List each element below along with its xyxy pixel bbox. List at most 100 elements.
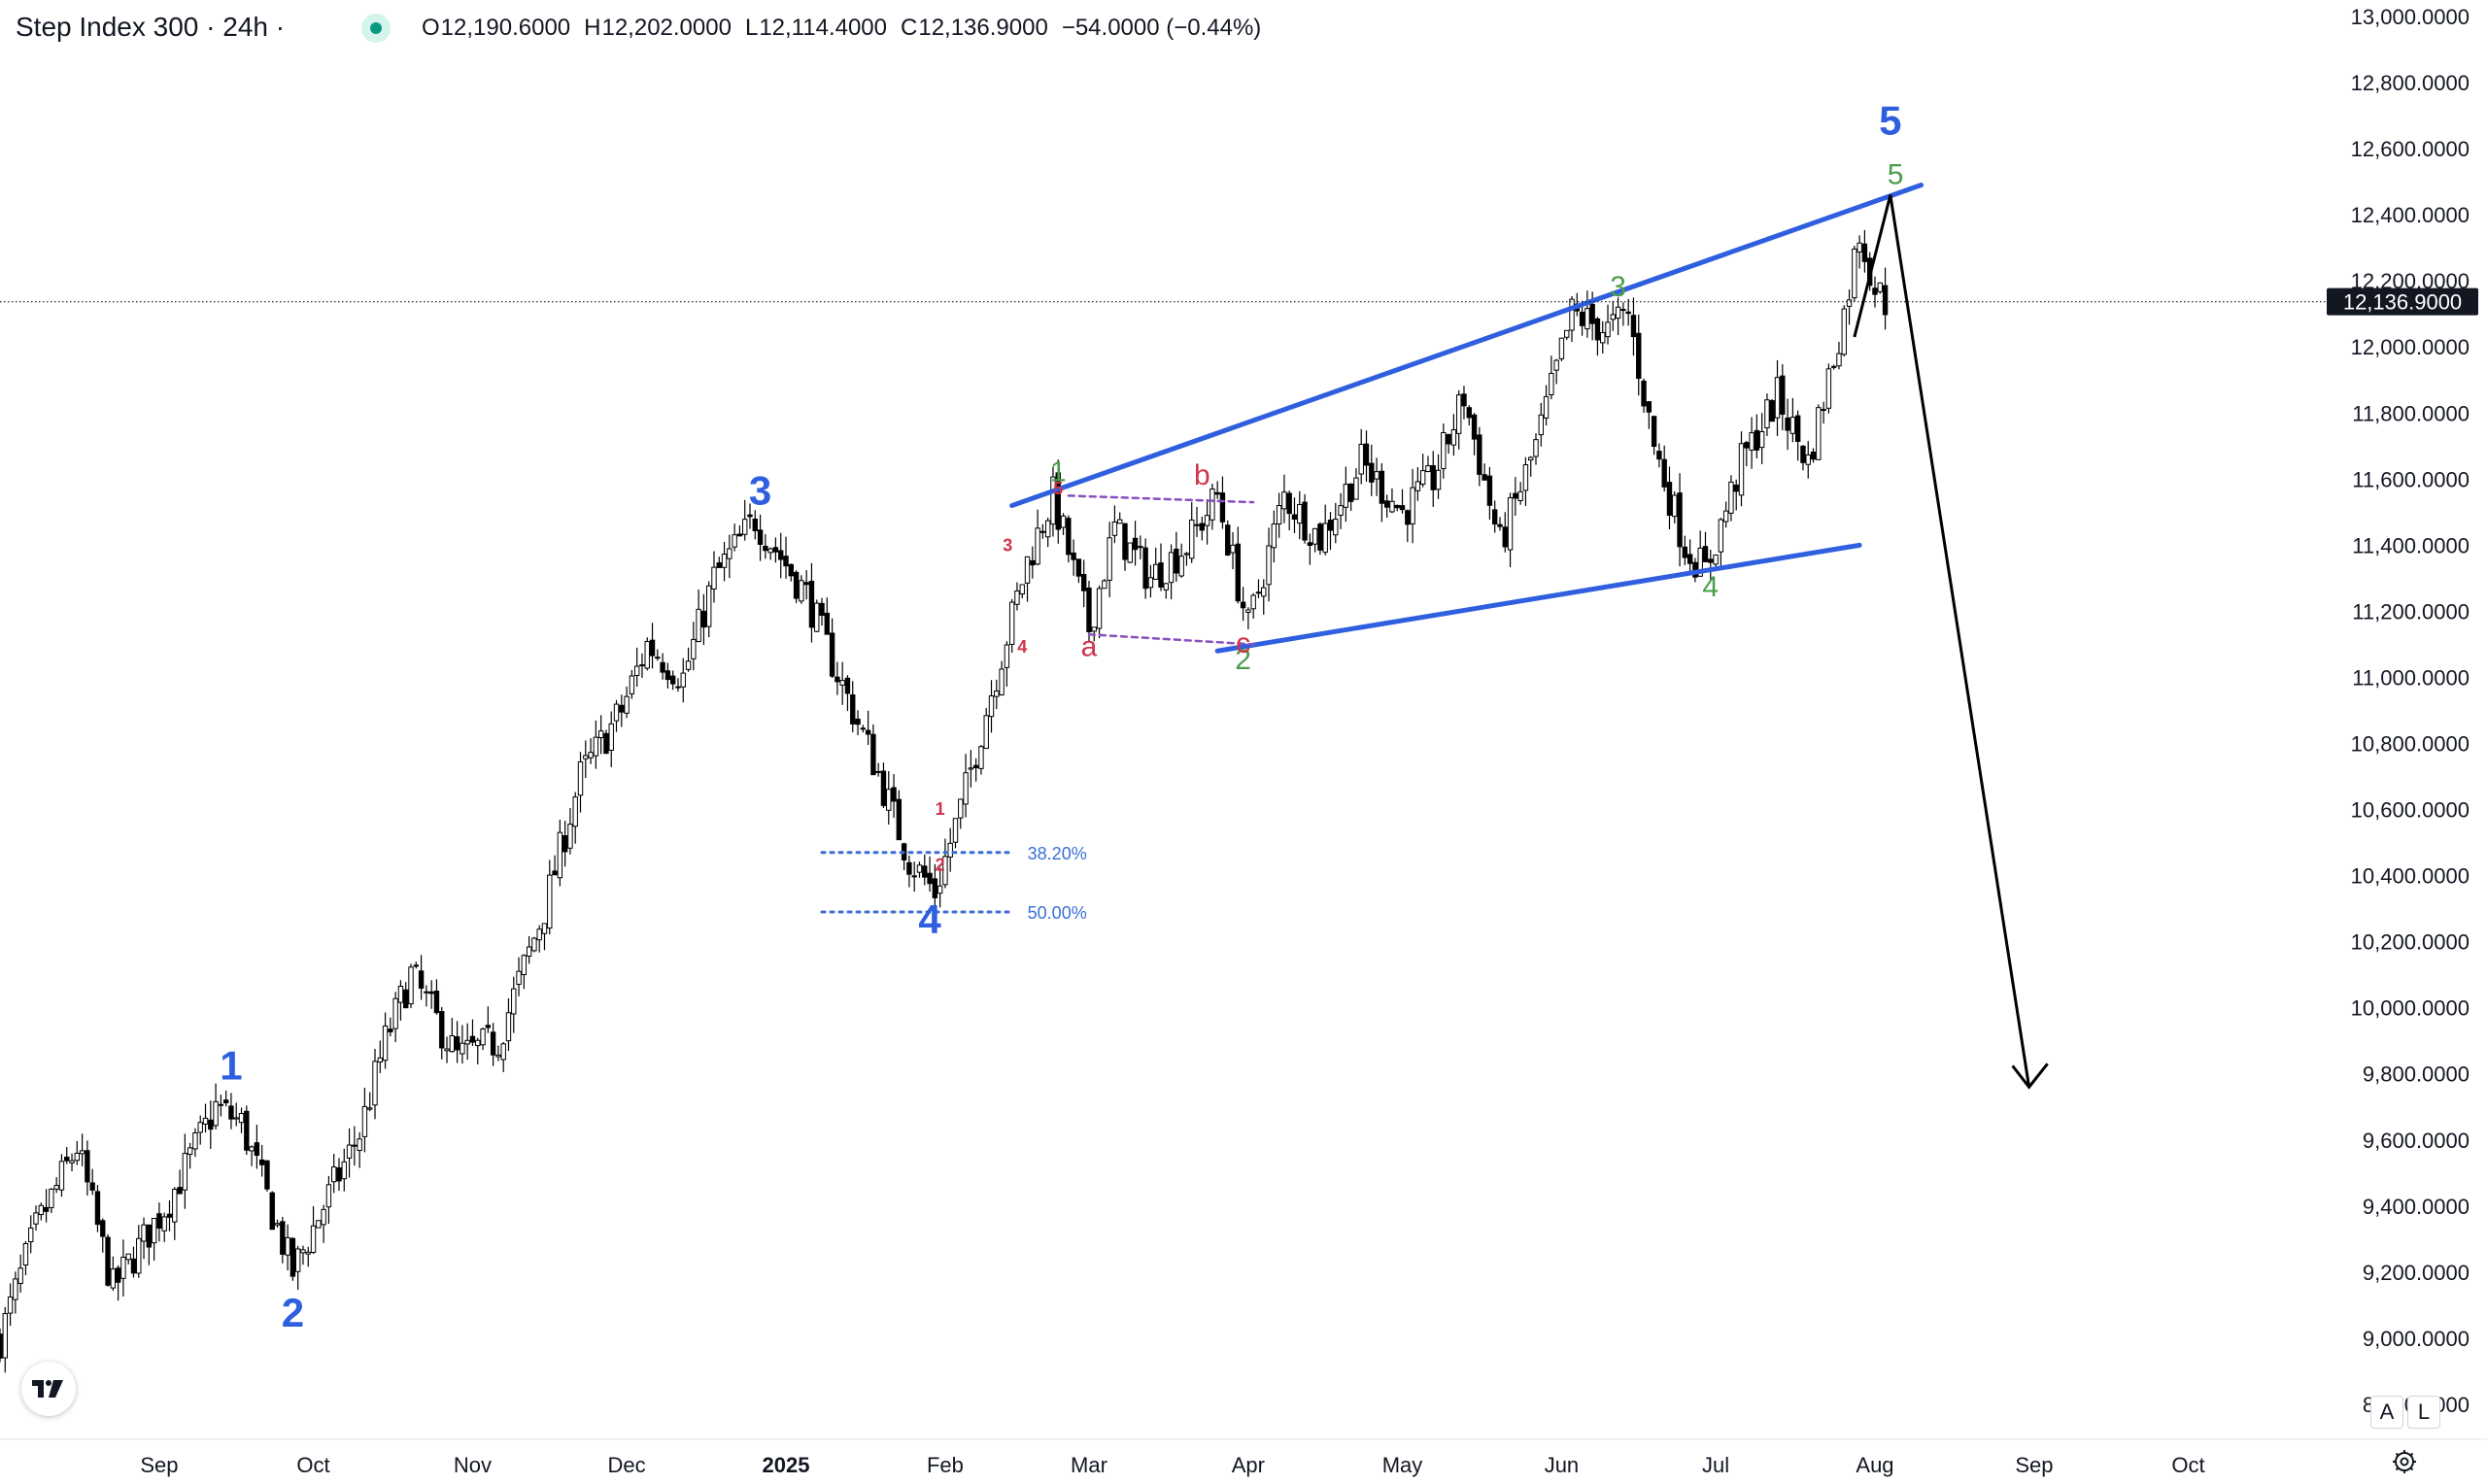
candle-body-down [772,547,779,553]
candle [1651,415,1657,455]
candle-body-up [685,660,692,670]
candle [1050,466,1056,537]
tradingview-logo-icon[interactable] [21,1362,76,1416]
candle-body-up [1528,456,1534,461]
candle-body-down [1317,523,1323,551]
candle [2,1306,8,1373]
candle-body-down [757,529,764,545]
candle [1825,363,1832,414]
candle-body-down [208,1119,214,1130]
candle-body-down [105,1236,111,1286]
candle-body-up [38,1204,45,1216]
candle-body-up [521,955,528,976]
candle [1204,498,1210,545]
candle [577,752,584,813]
candle-body-down [829,632,835,677]
candle-body-up [110,1268,117,1289]
candle [1430,451,1436,507]
candle-body-up [294,1248,301,1272]
candle-body-up [1338,505,1344,516]
candle [886,771,892,825]
candle-body-up [680,672,686,688]
candle-body-down [1080,573,1087,591]
y-tick-label: 12,800.0000 [2351,71,2470,95]
candle-body-down [1702,546,1709,562]
candle-body-up [460,1042,465,1055]
candle-body-up [1204,515,1210,526]
projection-arrowhead [2011,1062,2049,1090]
candle-body-up [58,1161,65,1191]
wave-label-red: 1 [936,799,945,819]
wave-label-green: 5 [1888,158,1904,190]
candle [1713,554,1719,569]
candle [1517,482,1523,505]
candle [814,599,820,633]
projection-arrow-line [1853,194,2031,1088]
candle-body-up [28,1227,34,1243]
candle [197,1115,203,1145]
time-axis[interactable]: Sep Oct Nov Dec 2025 Feb Mar Apr May Jun Jul Aug Sep… [0,1438,2487,1477]
last-price-tag [2327,287,2478,316]
candle-body-up [1271,523,1278,549]
candle [156,1202,162,1242]
candle-body-up [608,723,614,752]
candle-body-up [1697,547,1703,577]
candle-body-up [125,1253,131,1261]
candle [22,1240,29,1276]
candle-body-down [85,1150,90,1183]
candle [922,854,928,886]
log-scale-button[interactable]: L [2407,1396,2440,1429]
candle [536,925,542,953]
candle-body-down [1430,465,1436,490]
wave-label-red: 3 [1003,536,1012,556]
candle-body-down [1122,523,1128,560]
candle-body-up [1455,394,1462,434]
candle [855,710,861,735]
gear-icon[interactable] [2392,1449,2417,1474]
candle [1286,490,1292,531]
candle-body-down [793,571,800,599]
candle [305,1246,311,1267]
symbol-title[interactable]: Step Index 300 · 24h · [16,12,286,42]
candle [1174,531,1179,583]
candle [408,963,414,1008]
candle [655,649,661,661]
candle [285,1224,290,1271]
price-axis[interactable]: 13,000.0000 12,800.0000 12,600.0000 12,400.… [2351,5,2470,1417]
candle [110,1256,117,1292]
candle-body-down [413,964,419,967]
candle [1646,401,1652,429]
y-tick-label: 9,800.0000 [2363,1062,2470,1087]
candle-body-down [1785,417,1790,431]
candle [1080,559,1087,608]
candle [736,525,743,537]
candle-body-down [927,872,933,885]
candle-body-down [562,835,568,853]
candle [208,1100,214,1149]
auto-scale-button[interactable]: A [2370,1396,2403,1429]
candle-body-down [1302,501,1308,541]
candle [1302,493,1308,544]
candle-body-down [716,562,722,568]
candle-body-down [43,1206,50,1212]
change-value: −54.0000 (−0.44%) [1061,15,1262,41]
candle-body-down [1651,416,1657,447]
candle [161,1212,167,1242]
candle-body-up [218,1103,224,1106]
candle [136,1225,142,1278]
candle-body-down [855,718,861,725]
candle [58,1154,65,1197]
candle-body-up [1441,431,1447,470]
candle-body-down [352,1144,358,1147]
candle [696,590,701,643]
candle [336,1158,342,1192]
fib-level-label: 38.20% [1028,844,1087,863]
candles-layer [0,229,1889,1373]
candle-body-down [1307,542,1313,547]
candle [835,661,840,695]
candle [475,1037,481,1064]
candle [757,514,764,561]
candle-body-up [541,923,548,934]
candle [1461,386,1467,420]
